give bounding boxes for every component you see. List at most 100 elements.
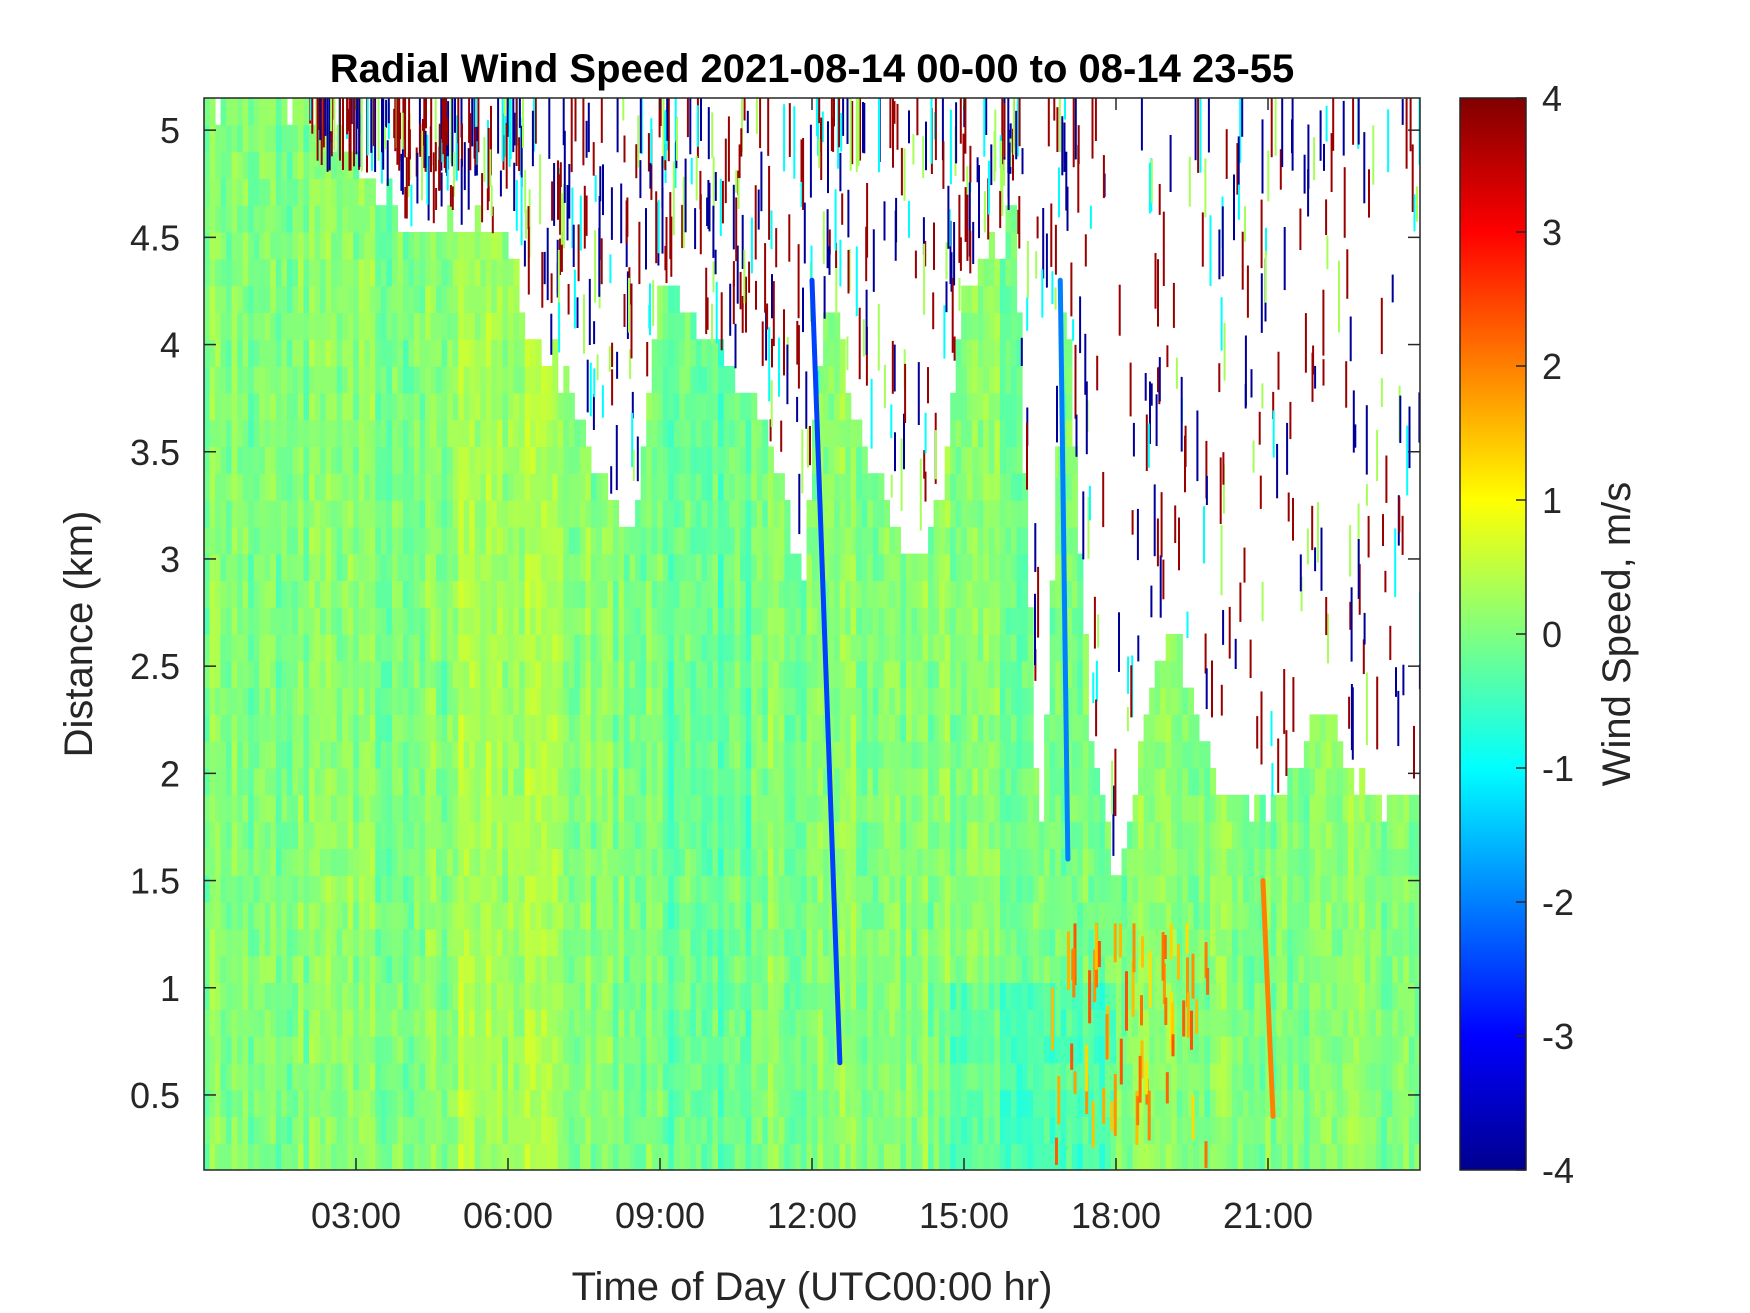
heatmap-cell xyxy=(1033,1062,1040,1091)
heatmap-cell xyxy=(309,1062,316,1091)
heatmap-cell xyxy=(745,580,752,608)
heatmap-cell xyxy=(353,768,360,796)
heatmap-cell xyxy=(452,741,459,769)
heatmap-cell xyxy=(917,580,924,608)
heatmap-cell xyxy=(784,982,791,1010)
heatmap-cell xyxy=(784,687,791,715)
heatmap-cell xyxy=(1071,687,1078,715)
heatmap-cell xyxy=(889,1116,896,1144)
heatmap-cell xyxy=(734,848,741,876)
heatmap-cell xyxy=(690,955,697,983)
heatmap-cell xyxy=(972,634,979,662)
heatmap-cell xyxy=(546,687,553,715)
heatmap-cell xyxy=(463,553,470,581)
heatmap-cell xyxy=(452,473,459,501)
heatmap-cell xyxy=(386,339,393,367)
heatmap-cell xyxy=(673,500,680,528)
heatmap-cell xyxy=(563,768,570,796)
heatmap-cell xyxy=(436,419,443,447)
heatmap-cell xyxy=(944,848,951,876)
heatmap-cell xyxy=(988,500,995,528)
heatmap-cell xyxy=(309,955,316,983)
heatmap-cell xyxy=(314,419,321,447)
heatmap-cell xyxy=(718,473,725,501)
heatmap-cell xyxy=(441,1062,448,1091)
heatmap-cell xyxy=(414,553,421,581)
heatmap-cell xyxy=(463,526,470,555)
heatmap-cell xyxy=(292,902,299,930)
heatmap-cell xyxy=(961,446,968,474)
heatmap-cell xyxy=(264,928,271,957)
heatmap-cell xyxy=(237,982,244,1010)
heatmap-cell xyxy=(314,821,321,849)
heatmap-cell xyxy=(568,928,575,957)
heatmap-cell xyxy=(823,902,830,930)
heatmap-cell xyxy=(602,1116,609,1144)
heatmap-cell xyxy=(441,955,448,983)
heatmap-cell xyxy=(447,741,454,769)
heatmap-cell xyxy=(994,821,1001,849)
heatmap-cell xyxy=(447,339,454,367)
heatmap-cell xyxy=(839,1089,846,1117)
heatmap-cell xyxy=(640,741,647,769)
heatmap-cell xyxy=(513,982,520,1010)
heatmap-cell xyxy=(1066,1089,1073,1117)
heatmap-cell xyxy=(977,1116,984,1144)
heatmap-cell xyxy=(999,1036,1006,1064)
heatmap-cell xyxy=(397,285,404,313)
heatmap-cell xyxy=(563,1062,570,1091)
heatmap-cell xyxy=(806,821,813,849)
heatmap-cell xyxy=(1011,1116,1018,1144)
heatmap-cell xyxy=(331,392,338,421)
heatmap-cell xyxy=(1011,634,1018,662)
heatmap-cell xyxy=(209,928,216,957)
heatmap-cell xyxy=(519,902,526,930)
heatmap-cell xyxy=(800,714,807,742)
heatmap-cell xyxy=(535,553,542,581)
heatmap-cell xyxy=(259,768,266,796)
heatmap-cell xyxy=(740,607,747,635)
heatmap-cell xyxy=(358,580,365,608)
heatmap-cell xyxy=(513,741,520,769)
heatmap-cell xyxy=(369,1143,376,1170)
heatmap-cell xyxy=(220,768,227,796)
heatmap-cell xyxy=(867,928,874,957)
heatmap-cell xyxy=(1033,1143,1040,1170)
heatmap-cell xyxy=(845,1143,852,1170)
heatmap-cell xyxy=(386,232,393,260)
heatmap-cell xyxy=(966,687,973,715)
heatmap-cell xyxy=(380,1143,387,1170)
heatmap-cell xyxy=(906,1116,913,1144)
heatmap-cell xyxy=(988,768,995,796)
heatmap-cell xyxy=(237,473,244,501)
heatmap-cell xyxy=(872,580,879,608)
heatmap-cell xyxy=(253,339,260,367)
heatmap-cell xyxy=(563,446,570,474)
heatmap-cell xyxy=(259,151,266,179)
heatmap-cell xyxy=(303,205,310,233)
heatmap-cell xyxy=(1044,955,1051,983)
heatmap-cell xyxy=(441,768,448,796)
heatmap-cell xyxy=(994,339,1001,367)
heatmap-cell xyxy=(707,553,714,581)
heatmap-cell xyxy=(480,1036,487,1064)
heatmap-cell xyxy=(712,339,719,367)
heatmap-cell xyxy=(364,1143,371,1170)
heatmap-cell xyxy=(204,232,211,260)
heatmap-cell xyxy=(673,660,680,689)
heatmap-cell xyxy=(624,928,631,957)
heatmap-cell xyxy=(856,446,863,474)
heatmap-cell xyxy=(812,687,819,715)
heatmap-cell xyxy=(900,875,907,903)
heatmap-cell xyxy=(751,526,758,555)
heatmap-cell xyxy=(1055,794,1062,823)
heatmap-cell xyxy=(723,902,730,930)
heatmap-cell xyxy=(762,1036,769,1064)
heatmap-cell xyxy=(994,392,1001,421)
heatmap-cell xyxy=(1038,875,1045,903)
heatmap-cell xyxy=(336,473,343,501)
heatmap-cell xyxy=(204,392,211,421)
heatmap-cell xyxy=(231,928,238,957)
heatmap-cell xyxy=(574,500,581,528)
heatmap-cell xyxy=(298,634,305,662)
